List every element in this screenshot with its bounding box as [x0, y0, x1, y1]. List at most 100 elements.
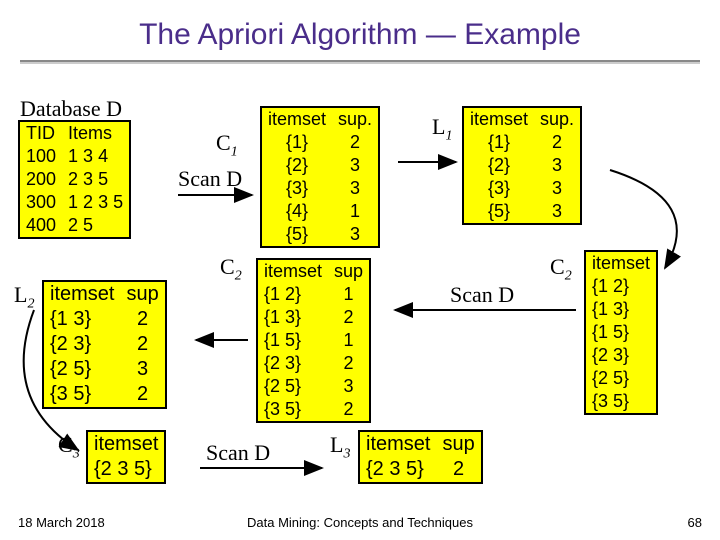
- label-c3: C3: [58, 432, 80, 462]
- title-underline: [20, 60, 700, 64]
- table-cell: 2: [534, 131, 581, 154]
- table-cell: {1 5}: [585, 321, 657, 344]
- label-l3-sub: 3: [343, 446, 350, 461]
- table-cell: 1 3 4: [62, 145, 130, 168]
- table-row: {3 5}2: [43, 382, 166, 408]
- table-cell: 3: [534, 200, 581, 224]
- table-database-d: TIDItems1001 3 42002 3 53001 2 3 54002 5: [18, 120, 131, 239]
- table-c3: itemset{2 3 5}: [86, 430, 166, 484]
- table-l1: itemsetsup.{1}2{2}3{3}3{5}3: [462, 106, 582, 225]
- table-row: {1}2: [463, 131, 581, 154]
- table-cell: {3 5}: [257, 398, 328, 422]
- table-c2-items: itemset{1 2}{1 3}{1 5}{2 3}{2 5}{3 5}: [584, 250, 658, 415]
- table-cell: 2: [120, 382, 165, 408]
- table-row: {3 5}: [585, 390, 657, 414]
- table-header: sup: [436, 431, 481, 457]
- table-cell: {5}: [463, 200, 534, 224]
- label-l1-letter: L: [432, 114, 445, 139]
- table-cell: 2: [328, 398, 370, 422]
- table-row: {2 3}2: [43, 332, 166, 357]
- table-cell: {3 5}: [43, 382, 120, 408]
- table-cell: {2}: [261, 154, 332, 177]
- table-cell: 1: [328, 283, 370, 306]
- table-cell: {1 3}: [585, 298, 657, 321]
- label-l2-sub: 2: [27, 296, 34, 311]
- table-row: {1 5}: [585, 321, 657, 344]
- table-cell: {1 5}: [257, 329, 328, 352]
- table-cell: 400: [19, 214, 62, 238]
- table-cell: {3}: [463, 177, 534, 200]
- table-row: {1 3}2: [43, 307, 166, 332]
- label-c3-sub: 3: [73, 446, 80, 461]
- slide-title: The Apriori Algorithm — Example: [0, 0, 720, 60]
- label-l1-sub: 1: [445, 128, 452, 143]
- table-header: itemset: [585, 251, 657, 275]
- table-cell: 2: [436, 457, 481, 483]
- table-header: sup: [328, 259, 370, 283]
- table-cell: 2 3 5: [62, 168, 130, 191]
- label-c2-right-letter: C: [550, 254, 565, 279]
- table-cell: {2 5}: [257, 375, 328, 398]
- table-cell: 3: [332, 154, 379, 177]
- table-cell: {4}: [261, 200, 332, 223]
- table-row: {2}3: [261, 154, 379, 177]
- table-header: sup.: [332, 107, 379, 131]
- table-row: {3 5}2: [257, 398, 370, 422]
- table-l3: itemsetsup{2 3 5}2: [358, 430, 483, 484]
- table-cell: {1 2}: [585, 275, 657, 298]
- table-row: 3001 2 3 5: [19, 191, 130, 214]
- table-row: {2 3}: [585, 344, 657, 367]
- table-row: {1}2: [261, 131, 379, 154]
- table-row: {2 5}: [585, 367, 657, 390]
- table-cell: {3 5}: [585, 390, 657, 414]
- table-row: {1 2}1: [257, 283, 370, 306]
- table-row: {2 3 5}: [87, 457, 165, 483]
- table-cell: {2 3 5}: [359, 457, 436, 483]
- label-scan-d-1: Scan D: [178, 166, 242, 192]
- table-cell: 2: [120, 307, 165, 332]
- label-c3-letter: C: [58, 432, 73, 457]
- label-c2-right: C2: [550, 254, 572, 284]
- footer-date: 18 March 2018: [18, 515, 105, 530]
- table-row: {2 3}2: [257, 352, 370, 375]
- table-c2-sup: itemsetsup{1 2}1{1 3}2{1 5}1{2 3}2{2 5}3…: [256, 258, 371, 423]
- table-header: Items: [62, 121, 130, 145]
- table-row: {3}3: [261, 177, 379, 200]
- table-cell: 3: [120, 357, 165, 382]
- table-cell: {2}: [463, 154, 534, 177]
- table-cell: {2 3}: [43, 332, 120, 357]
- table-cell: {1 3}: [43, 307, 120, 332]
- table-cell: 2: [328, 352, 370, 375]
- label-l2: L2: [14, 282, 34, 312]
- table-row: {2 3 5}2: [359, 457, 482, 483]
- table-cell: 1 2 3 5: [62, 191, 130, 214]
- label-l3-letter: L: [330, 432, 343, 457]
- table-cell: 200: [19, 168, 62, 191]
- table-cell: 1: [328, 329, 370, 352]
- table-row: {4}1: [261, 200, 379, 223]
- label-l1: L1: [432, 114, 452, 144]
- label-c2-right-sub: 2: [565, 268, 572, 283]
- table-header: itemset: [463, 107, 534, 131]
- table-cell: {2 5}: [585, 367, 657, 390]
- table-cell: 3: [534, 177, 581, 200]
- table-header: itemset: [43, 281, 120, 307]
- table-row: 1001 3 4: [19, 145, 130, 168]
- label-scan-d-2: Scan D: [450, 282, 514, 308]
- table-header: itemset: [261, 107, 332, 131]
- table-row: {1 2}: [585, 275, 657, 298]
- label-c2-left-sub: 2: [235, 268, 242, 283]
- table-header: TID: [19, 121, 62, 145]
- table-cell: 3: [534, 154, 581, 177]
- table-row: {5}3: [463, 200, 581, 224]
- table-cell: 2 5: [62, 214, 130, 238]
- label-c1: C1: [216, 130, 238, 160]
- table-c1: itemsetsup.{1}2{2}3{3}3{4}1{5}3: [260, 106, 380, 248]
- table-cell: {3}: [261, 177, 332, 200]
- table-row: {1 5}1: [257, 329, 370, 352]
- label-database-d: Database D: [20, 96, 122, 122]
- table-row: {1 3}2: [257, 306, 370, 329]
- table-cell: {2 3}: [585, 344, 657, 367]
- label-c2-left-letter: C: [220, 254, 235, 279]
- table-cell: 2: [120, 332, 165, 357]
